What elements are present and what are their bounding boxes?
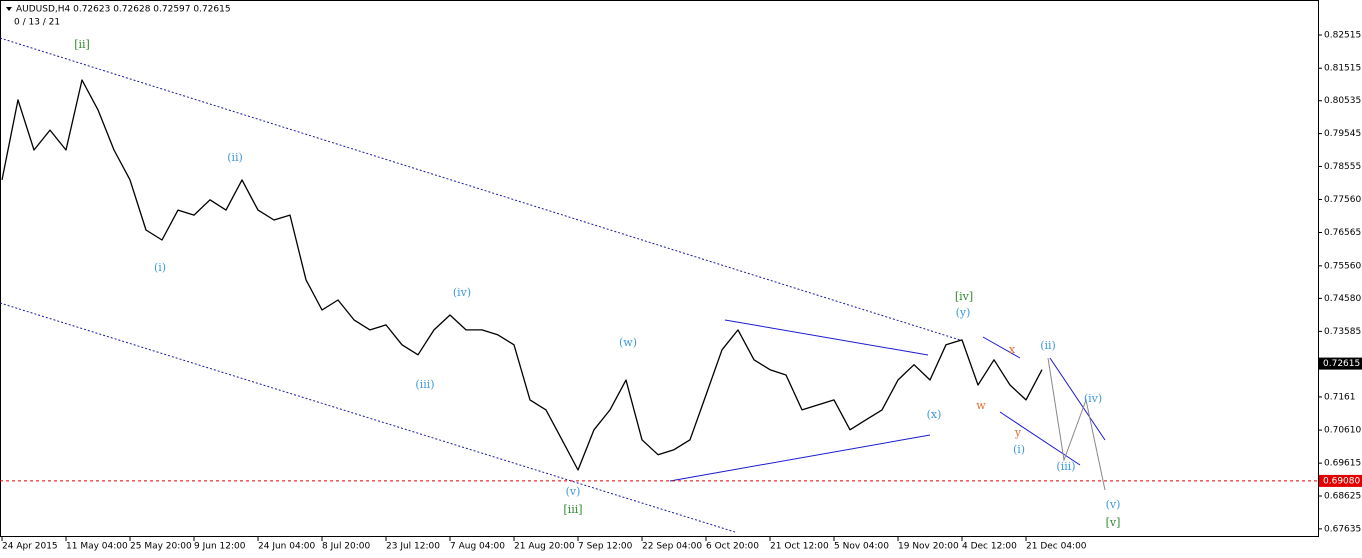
wave-label: x [1009, 343, 1016, 356]
symbol-line: AUDUSD,H4 0.72623 0.72628 0.72597 0.7261… [16, 5, 231, 15]
x-tick-label: 21 Aug 20:00 [514, 542, 575, 552]
y-tick-label: 0.68625 [1324, 492, 1361, 502]
wave-label: (v) [566, 485, 581, 498]
plot-frame [0, 0, 1319, 537]
triangle-lower [669, 434, 931, 482]
y-tick-label: 0.76565 [1324, 228, 1361, 238]
y-tick-label: 0.77560 [1324, 195, 1361, 205]
wave-label: w [976, 399, 986, 412]
menu-arrow [6, 7, 12, 11]
y-tick-label: 0.73585 [1324, 327, 1361, 337]
wave-label: y [1014, 426, 1022, 439]
level-tag-label: 0.69080 [1323, 476, 1360, 486]
projection [1047, 357, 1106, 491]
y-tick-label: 0.80535 [1324, 96, 1361, 106]
x-tick-label: 24 Apr 2015 [2, 542, 58, 552]
wave-label: (x) [927, 408, 942, 421]
wedge-upper-2 [1049, 357, 1106, 441]
x-tick-label: 7 Sep 12:00 [578, 542, 633, 552]
wave-label: (i) [1013, 443, 1025, 456]
x-tick-label: 24 Jun 04:00 [258, 542, 315, 552]
wave-label: (iv) [1084, 392, 1102, 405]
wave-label: [iii] [563, 503, 582, 516]
wave-label: (ii) [1040, 339, 1056, 352]
y-tick-label: 0.78555 [1324, 162, 1361, 172]
channel-lower [0, 302, 736, 533]
y-tick-label: 0.70610 [1324, 426, 1361, 436]
x-tick-label: 7 Aug 04:00 [450, 542, 505, 552]
wave-label: (i) [154, 261, 166, 274]
counter: 0 / 13 / 21 [14, 18, 60, 28]
y-tick-label: 0.67635 [1324, 524, 1361, 534]
x-tick-label: 6 Oct 20:00 [706, 542, 759, 552]
wave-label: [ii] [74, 38, 90, 51]
wedge-lower [999, 411, 1081, 466]
price-tag-label: 0.72615 [1323, 359, 1360, 369]
x-tick-label: 9 Jun 12:00 [194, 542, 246, 552]
wave-label: [iv] [955, 290, 973, 303]
x-tick-label: 21 Oct 12:00 [770, 542, 829, 552]
wave-label: (iii) [1056, 460, 1075, 473]
wave-label: [v] [1106, 516, 1121, 529]
triangle-upper [724, 319, 929, 356]
y-tick-label: 0.82515 [1324, 31, 1361, 41]
x-tick-label: 11 May 04:00 [66, 542, 128, 552]
wave-label: (ii) [227, 151, 243, 164]
x-tick-label: 19 Nov 20:00 [898, 542, 959, 552]
y-tick-label: 0.7161 [1324, 392, 1356, 402]
wave-label: (iv) [453, 286, 471, 299]
trend-lines [0, 37, 1106, 533]
price-line [1, 79, 1043, 471]
wave-label: (iii) [415, 378, 434, 391]
price-tag [1319, 357, 1362, 370]
wave-label: (v) [1106, 498, 1121, 511]
level-tag [1319, 474, 1362, 487]
annotations: [ii] (ii) (i) (iii) (iv) (v) [iii] (w) (… [74, 38, 1120, 529]
x-tick-label: 5 Nov 04:00 [834, 542, 889, 552]
x-tick-label: 22 Sep 04:00 [642, 542, 702, 552]
y-tick-label: 0.74580 [1324, 294, 1361, 304]
wedge-upper [982, 336, 1021, 359]
x-tick-label: 25 May 20:00 [130, 542, 192, 552]
x-tick-label: 23 Jul 12:00 [386, 542, 440, 552]
x-tick-label: 8 Jul 20:00 [322, 542, 371, 552]
wave-label: (y) [956, 306, 971, 319]
x-tick-label: 21 Dec 04:00 [1026, 542, 1087, 552]
y-tick-label: 0.75560 [1324, 261, 1361, 271]
x-tick-label: 4 Dec 12:00 [962, 542, 1017, 552]
wave-label: (w) [619, 336, 637, 349]
y-tick-label: 0.79545 [1324, 129, 1361, 139]
y-tick-label: 0.69615 [1324, 459, 1361, 469]
y-tick-label: 0.81515 [1324, 64, 1361, 74]
